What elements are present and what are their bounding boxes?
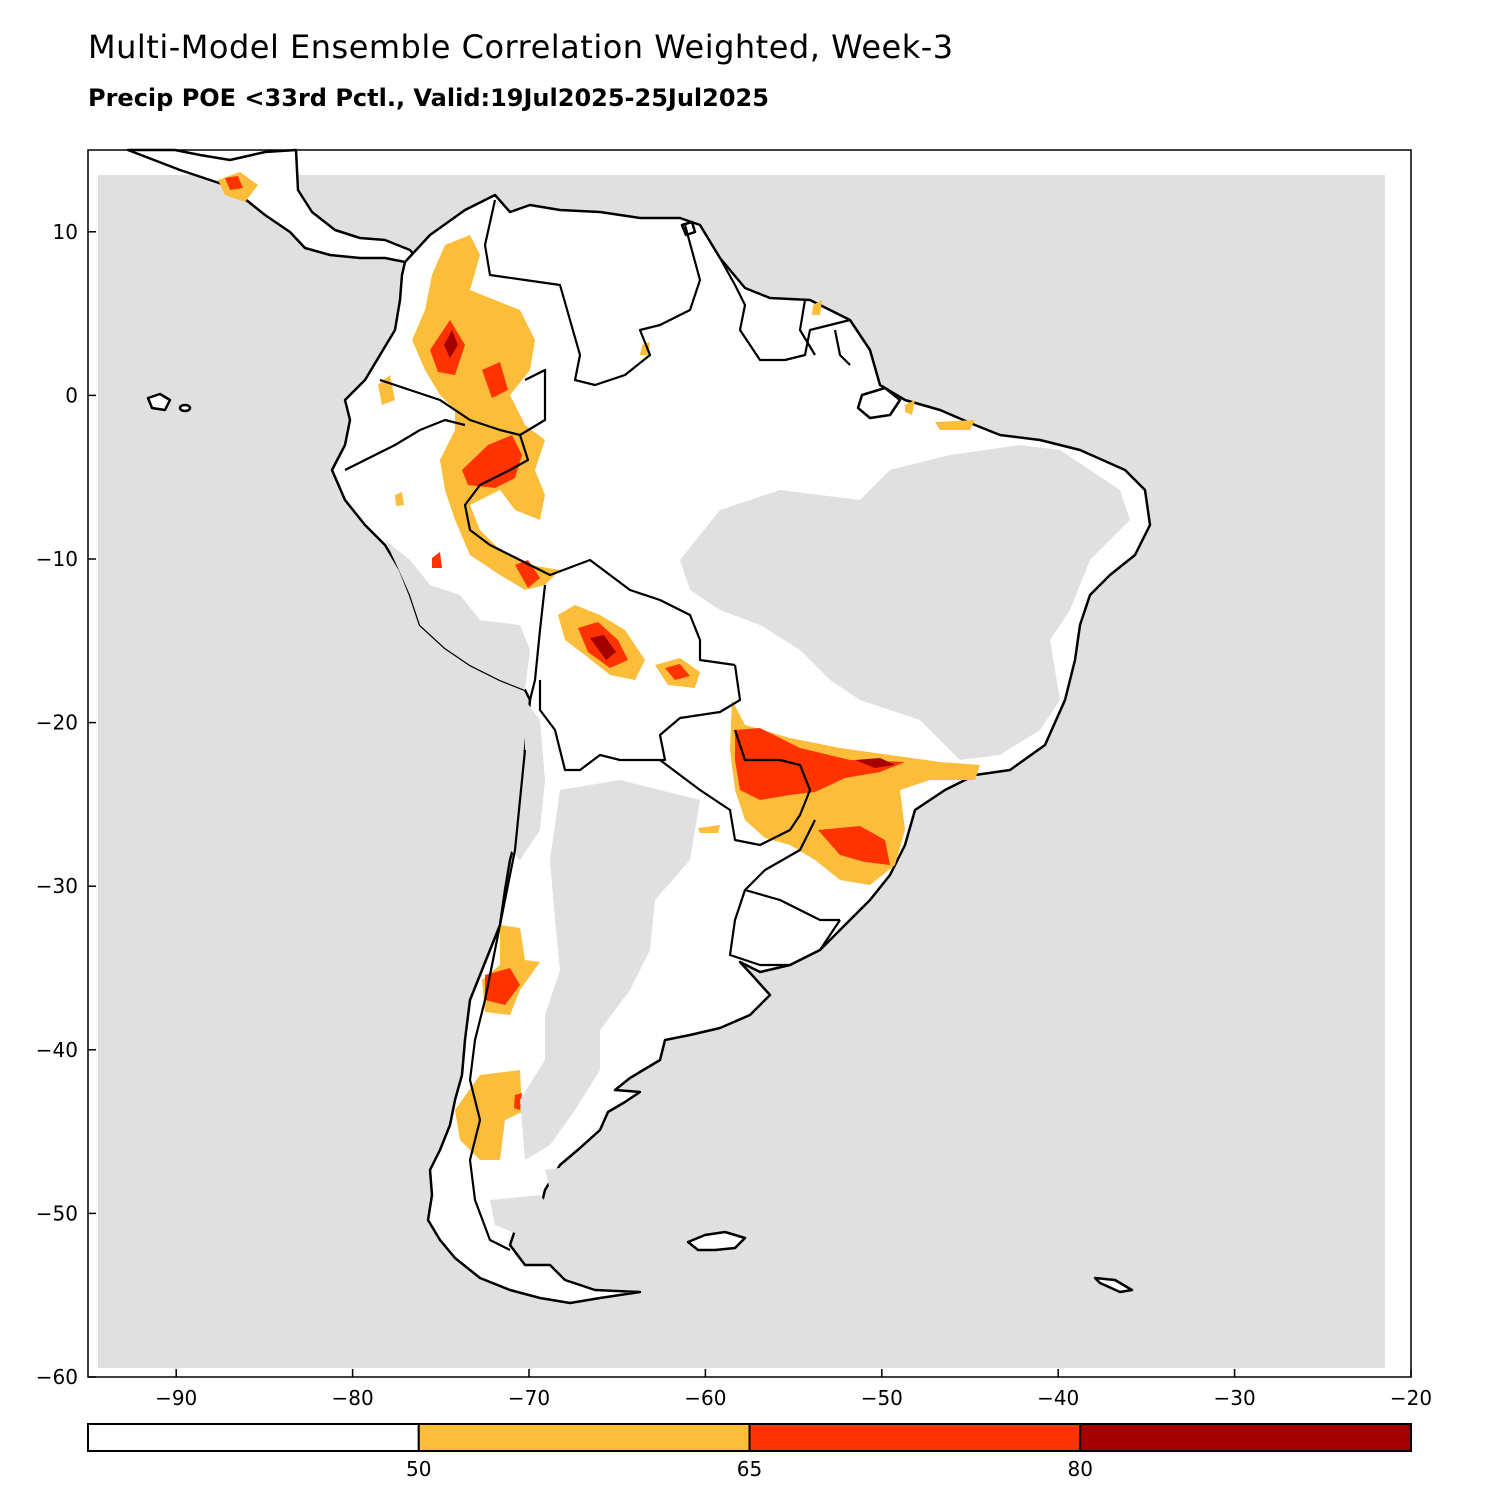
shade-65-rio-grande [818, 826, 890, 865]
shade-50-amapa-coast [905, 400, 915, 415]
border-venezuela-guyana [719, 257, 851, 362]
map-title: Multi-Model Ensemble Correlation Weighte… [88, 28, 954, 66]
y-tick-label: −20 [36, 711, 78, 735]
border-colombia-venezuela [483, 199, 702, 387]
shade-65-peru-south [515, 560, 540, 588]
shade-65-central-chile [485, 968, 520, 1005]
no-data-santa-cruz [545, 1165, 600, 1195]
falkland-islands [686, 1230, 747, 1252]
country-borders [344, 199, 851, 1251]
border-chile-argentina [468, 749, 527, 1251]
colorbar-segment [748, 1423, 1082, 1452]
shade-80-southern-brazil [855, 758, 895, 768]
x-tick-label: −20 [1390, 1386, 1432, 1410]
y-tick-label: −60 [36, 1365, 78, 1389]
y-tick-label: 10 [53, 220, 78, 244]
colorbar-segment [417, 1423, 751, 1452]
no-data-tierra-del-fuego [490, 1195, 560, 1235]
y-axis: 10 0 −10 −20 −30 −40 −50 −60 [36, 220, 96, 1389]
shade-50-venezuela-spot [640, 342, 650, 355]
x-axis: −90 −80 −70 −60 −50 −40 −30 −20 [155, 1369, 1432, 1410]
shade-50-paraguay-spot [698, 825, 720, 833]
border-ecuador-peru [344, 418, 466, 471]
galapagos-islet [178, 403, 192, 413]
shade-80-bolivia [590, 635, 616, 660]
trinidad-island [680, 220, 697, 237]
no-data-land-overlay [385, 445, 1130, 1235]
colorbar-segment [1079, 1423, 1412, 1452]
shade-50-southern-chile [455, 1070, 522, 1160]
galapagos-islands [146, 392, 172, 412]
border-guianas [798, 299, 851, 366]
y-tick-label: −10 [36, 547, 78, 571]
border-bolivia-brazil-paraguay [538, 664, 742, 772]
y-tick-label: −50 [36, 1201, 78, 1225]
shade-50-peru-coast [395, 492, 404, 506]
probability-shading [218, 172, 980, 1160]
shade-65-peru-north [462, 435, 522, 488]
shade-65-bolivia-east [665, 664, 690, 680]
no-data-peru-coast [385, 540, 530, 690]
x-tick-label: −90 [155, 1386, 197, 1410]
border-peru-bolivia [528, 584, 547, 701]
colorbar-label: 65 [737, 1457, 762, 1481]
map-subtitle: Precip POE <33rd Pctl., Valid:19Jul2025-… [88, 84, 769, 112]
x-tick-label: −60 [684, 1386, 726, 1410]
shade-65-peru-coast [432, 552, 442, 568]
colorbar-label: 50 [406, 1457, 431, 1481]
south-georgia-island [1093, 1276, 1134, 1294]
colorbar-segment [87, 1423, 420, 1452]
y-tick-label: −40 [36, 1038, 78, 1062]
y-tick-label: 0 [65, 383, 78, 407]
x-tick-label: −30 [1213, 1386, 1255, 1410]
border-argentina-paraguay [659, 729, 812, 847]
shade-50-guyana-spot [812, 300, 822, 315]
x-tick-label: −50 [861, 1386, 903, 1410]
border-colombia-brazil [519, 368, 547, 436]
shade-65-colombia-south [482, 362, 508, 398]
no-data-brazil-east [680, 445, 1130, 760]
shade-50-para-coast [935, 420, 975, 430]
x-tick-label: −70 [508, 1386, 550, 1410]
border-argentina-brazil-uruguay [728, 819, 841, 967]
border-colombia-ecuador-peru [379, 378, 736, 667]
colorbar-label: 80 [1068, 1457, 1093, 1481]
shade-65-southern-brazil [735, 728, 905, 800]
y-tick-label: −30 [36, 874, 78, 898]
shade-65-southern-chile [514, 1093, 522, 1110]
x-tick-label: −40 [1037, 1386, 1079, 1410]
no-data-patagonia-argentina [520, 780, 700, 1160]
colorbar: 50 65 80 [87, 1423, 1412, 1481]
shade-65-central-america [225, 176, 243, 190]
plot-frame [87, 149, 1412, 1378]
marajo-island [856, 386, 902, 420]
border-uruguay-brazil [744, 888, 840, 922]
shade-80-colombia [444, 330, 458, 358]
x-tick-label: −80 [331, 1386, 373, 1410]
